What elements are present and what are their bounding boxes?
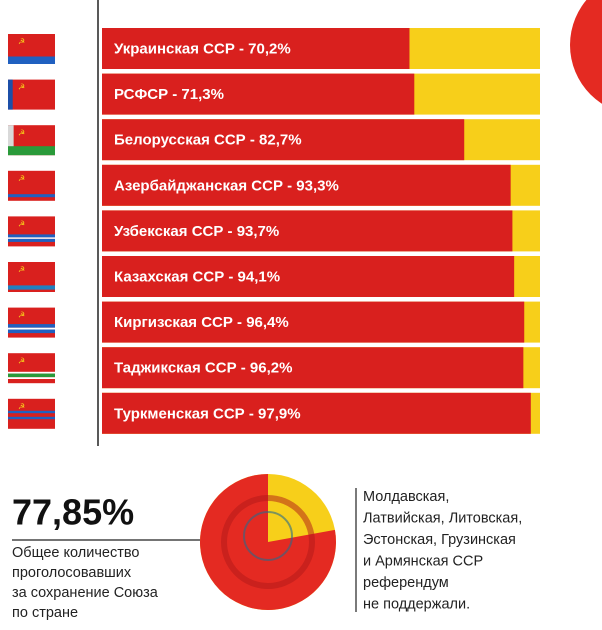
bar bbox=[102, 164, 511, 206]
bar-label: Киргизская ССР - 96,4% bbox=[114, 314, 289, 331]
caption-line: проголосовавших bbox=[12, 565, 132, 581]
flag-stripe bbox=[8, 377, 55, 379]
bar-label: Азербайджанская ССР - 93,3% bbox=[114, 177, 339, 194]
bar-label: Туркменская ССР - 97,9% bbox=[114, 405, 301, 422]
bar-label: Казахская ССР - 94,1% bbox=[114, 268, 280, 285]
note-line: Латвийская, Литовская, bbox=[363, 510, 522, 526]
bar-label: Узбекская ССР - 93,7% bbox=[114, 223, 279, 240]
flag bbox=[8, 79, 55, 110]
flag-stripe bbox=[8, 146, 55, 156]
pie-slice bbox=[200, 474, 336, 610]
flag-stripe bbox=[8, 371, 55, 374]
note-line: Эстонская, Грузинская bbox=[363, 532, 516, 548]
emblem-globe bbox=[243, 511, 293, 561]
flag-stripe bbox=[8, 238, 55, 242]
flag-stripe bbox=[8, 410, 55, 414]
bar-label: Белорусская ССР - 82,7% bbox=[114, 132, 302, 149]
flag-emblem: ☭ bbox=[18, 174, 25, 183]
emblem-ring bbox=[221, 495, 315, 589]
flag-stripe bbox=[8, 56, 55, 64]
flag-emblem: ☭ bbox=[18, 128, 25, 137]
flag-stripe bbox=[8, 234, 55, 238]
pie-value-label: 77,85% bbox=[12, 492, 134, 533]
flag-stripe bbox=[8, 237, 55, 239]
flag-stripe bbox=[8, 327, 55, 330]
flag-stripe bbox=[8, 416, 55, 420]
decor-circle bbox=[570, 0, 602, 104]
bar bbox=[102, 392, 531, 434]
note-line: Молдавская, bbox=[363, 489, 449, 505]
note-line: референдум bbox=[363, 575, 449, 591]
bars: Украинская ССР - 70,2% РСФСР - 71,3% Белор… bbox=[102, 28, 540, 434]
note-line: не поддержали. bbox=[363, 596, 470, 612]
flag-emblem: ☭ bbox=[18, 356, 25, 365]
flag-emblem: ☭ bbox=[18, 402, 25, 411]
caption-line: по стране bbox=[12, 605, 78, 621]
caption-line: за сохранение Союза bbox=[12, 585, 159, 601]
flag-stripe bbox=[8, 285, 55, 290]
bar-label: РСФСР - 71,3% bbox=[114, 86, 224, 103]
flag-stripe bbox=[8, 194, 55, 198]
flag-stripe bbox=[8, 79, 13, 110]
bar-label: Украинская ССР - 70,2% bbox=[114, 40, 291, 57]
flag-stripe bbox=[8, 324, 55, 328]
pie bbox=[200, 474, 336, 610]
caption-line: Общее количество bbox=[12, 545, 139, 561]
bar bbox=[102, 210, 513, 252]
flag-emblem: ☭ bbox=[18, 83, 25, 92]
flag-emblem: ☭ bbox=[18, 37, 25, 46]
flag bbox=[8, 398, 55, 429]
flags: ☭ ☭ ☭ ☭ ☭ ☭ ☭ ☭ ☭ bbox=[8, 34, 55, 429]
bar-label: Таджикская ССР - 96,2% bbox=[114, 360, 292, 377]
bar bbox=[102, 28, 410, 69]
flag-stripe bbox=[8, 373, 55, 378]
bar bbox=[102, 119, 465, 161]
flag-emblem: ☭ bbox=[18, 311, 25, 320]
note-line: и Армянская ССР bbox=[363, 553, 483, 569]
flag-stripe bbox=[8, 329, 55, 334]
flag-emblem: ☭ bbox=[18, 220, 25, 229]
bar bbox=[102, 256, 515, 297]
flag-emblem: ☭ bbox=[18, 265, 25, 274]
flag-stripe bbox=[8, 125, 14, 156]
bar bbox=[102, 301, 525, 343]
bar bbox=[102, 347, 524, 389]
bar bbox=[102, 73, 415, 115]
